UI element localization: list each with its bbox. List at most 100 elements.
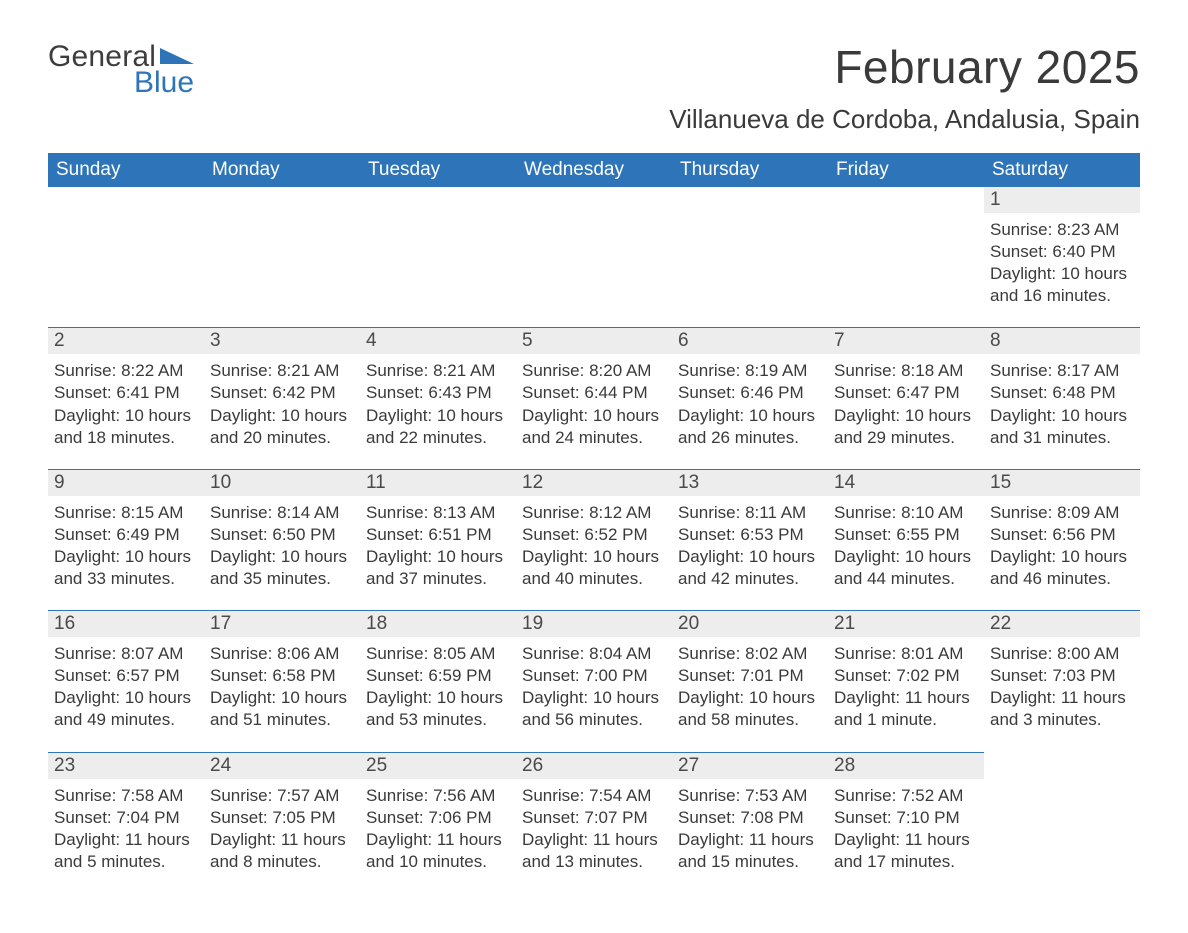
sunrise-line: Sunrise: 8:09 AM [990, 502, 1134, 524]
calendar-day-cell: 14Sunrise: 8:10 AMSunset: 6:55 PMDayligh… [828, 469, 984, 610]
sunrise-line: Sunrise: 7:57 AM [210, 785, 354, 807]
daylight-line: Daylight: 10 hours and 53 minutes. [366, 687, 510, 731]
sunset-line: Sunset: 6:51 PM [366, 524, 510, 546]
daylight-line: Daylight: 11 hours and 13 minutes. [522, 829, 666, 873]
day-number: 4 [360, 327, 516, 354]
day-info: Sunrise: 8:13 AMSunset: 6:51 PMDaylight:… [366, 502, 510, 590]
calendar-table: SundayMondayTuesdayWednesdayThursdayFrid… [48, 153, 1140, 893]
day-info: Sunrise: 7:57 AMSunset: 7:05 PMDaylight:… [210, 785, 354, 873]
day-number: 20 [672, 610, 828, 637]
calendar-day-cell: 3Sunrise: 8:21 AMSunset: 6:42 PMDaylight… [204, 327, 360, 468]
sunset-line: Sunset: 6:53 PM [678, 524, 822, 546]
day-header: Wednesday [516, 153, 672, 187]
sunrise-line: Sunrise: 8:07 AM [54, 643, 198, 665]
daylight-line: Daylight: 10 hours and 16 minutes. [990, 263, 1134, 307]
calendar-day-cell: 15Sunrise: 8:09 AMSunset: 6:56 PMDayligh… [984, 469, 1140, 610]
calendar-day-cell: 28Sunrise: 7:52 AMSunset: 7:10 PMDayligh… [828, 752, 984, 893]
daylight-line: Daylight: 10 hours and 24 minutes. [522, 405, 666, 449]
day-info: Sunrise: 8:02 AMSunset: 7:01 PMDaylight:… [678, 643, 822, 731]
sunset-line: Sunset: 6:48 PM [990, 382, 1134, 404]
day-info: Sunrise: 7:58 AMSunset: 7:04 PMDaylight:… [54, 785, 198, 873]
daylight-line: Daylight: 10 hours and 29 minutes. [834, 405, 978, 449]
calendar-day-cell: 6Sunrise: 8:19 AMSunset: 6:46 PMDaylight… [672, 327, 828, 468]
calendar-day-cell: 19Sunrise: 8:04 AMSunset: 7:00 PMDayligh… [516, 610, 672, 751]
sunrise-line: Sunrise: 7:53 AM [678, 785, 822, 807]
calendar-body: 1Sunrise: 8:23 AMSunset: 6:40 PMDaylight… [48, 187, 1140, 893]
day-info: Sunrise: 8:00 AMSunset: 7:03 PMDaylight:… [990, 643, 1134, 731]
calendar-page: General Blue February 2025 Villanueva de… [0, 0, 1188, 933]
day-header: Saturday [984, 153, 1140, 187]
calendar-day-cell [48, 187, 204, 327]
daylight-line: Daylight: 10 hours and 40 minutes. [522, 546, 666, 590]
daylight-line: Daylight: 10 hours and 56 minutes. [522, 687, 666, 731]
day-info: Sunrise: 8:17 AMSunset: 6:48 PMDaylight:… [990, 360, 1134, 448]
day-number: 5 [516, 327, 672, 354]
day-info: Sunrise: 7:53 AMSunset: 7:08 PMDaylight:… [678, 785, 822, 873]
daylight-line: Daylight: 10 hours and 31 minutes. [990, 405, 1134, 449]
day-info: Sunrise: 7:56 AMSunset: 7:06 PMDaylight:… [366, 785, 510, 873]
month-title: February 2025 [669, 40, 1140, 94]
day-info: Sunrise: 8:06 AMSunset: 6:58 PMDaylight:… [210, 643, 354, 731]
daylight-line: Daylight: 11 hours and 5 minutes. [54, 829, 198, 873]
day-header: Thursday [672, 153, 828, 187]
daylight-line: Daylight: 11 hours and 15 minutes. [678, 829, 822, 873]
sunrise-line: Sunrise: 8:17 AM [990, 360, 1134, 382]
calendar-day-cell [672, 187, 828, 327]
day-number: 3 [204, 327, 360, 354]
day-number: 21 [828, 610, 984, 637]
day-number: 10 [204, 469, 360, 496]
daylight-line: Daylight: 11 hours and 1 minute. [834, 687, 978, 731]
day-info: Sunrise: 8:18 AMSunset: 6:47 PMDaylight:… [834, 360, 978, 448]
day-number: 15 [984, 469, 1140, 496]
logo-text-blue: Blue [134, 66, 194, 100]
day-info: Sunrise: 8:10 AMSunset: 6:55 PMDaylight:… [834, 502, 978, 590]
day-header: Sunday [48, 153, 204, 187]
sunset-line: Sunset: 6:52 PM [522, 524, 666, 546]
day-number: 18 [360, 610, 516, 637]
calendar-day-cell: 27 Sunrise: 7:53 AMSunset: 7:08 PMDayligh… [672, 752, 828, 893]
sunrise-line: Sunrise: 7:54 AM [522, 785, 666, 807]
day-number: 28 [828, 752, 984, 779]
day-number: 9 [48, 469, 204, 496]
calendar-day-cell: 7Sunrise: 8:18 AMSunset: 6:47 PMDaylight… [828, 327, 984, 468]
sunrise-line: Sunrise: 8:12 AM [522, 502, 666, 524]
sunset-line: Sunset: 7:02 PM [834, 665, 978, 687]
sunset-line: Sunset: 6:55 PM [834, 524, 978, 546]
daylight-line: Daylight: 10 hours and 44 minutes. [834, 546, 978, 590]
day-info: Sunrise: 7:54 AMSunset: 7:07 PMDaylight:… [522, 785, 666, 873]
location-subtitle: Villanueva de Cordoba, Andalusia, Spain [669, 104, 1140, 135]
calendar-day-cell: 10Sunrise: 8:14 AMSunset: 6:50 PMDayligh… [204, 469, 360, 610]
calendar-week: 16Sunrise: 8:07 AMSunset: 6:57 PMDayligh… [48, 610, 1140, 751]
calendar-day-cell: 18Sunrise: 8:05 AMSunset: 6:59 PMDayligh… [360, 610, 516, 751]
sunset-line: Sunset: 6:47 PM [834, 382, 978, 404]
sunset-line: Sunset: 7:08 PM [678, 807, 822, 829]
day-number: 16 [48, 610, 204, 637]
sunrise-line: Sunrise: 7:52 AM [834, 785, 978, 807]
calendar-day-cell: 22Sunrise: 8:00 AMSunset: 7:03 PMDayligh… [984, 610, 1140, 751]
calendar-day-cell: 23Sunrise: 7:58 AMSunset: 7:04 PMDayligh… [48, 752, 204, 893]
daylight-line: Daylight: 10 hours and 35 minutes. [210, 546, 354, 590]
daylight-line: Daylight: 11 hours and 17 minutes. [834, 829, 978, 873]
sunrise-line: Sunrise: 8:11 AM [678, 502, 822, 524]
sunset-line: Sunset: 6:46 PM [678, 382, 822, 404]
day-number: 27 [672, 752, 828, 779]
day-number: 24 [204, 752, 360, 779]
sunrise-line: Sunrise: 8:21 AM [210, 360, 354, 382]
sunrise-line: Sunrise: 8:00 AM [990, 643, 1134, 665]
sunset-line: Sunset: 6:43 PM [366, 382, 510, 404]
sunrise-line: Sunrise: 8:23 AM [990, 219, 1134, 241]
sunrise-line: Sunrise: 7:56 AM [366, 785, 510, 807]
calendar-day-cell [360, 187, 516, 327]
calendar-day-cell: 5Sunrise: 8:20 AMSunset: 6:44 PMDaylight… [516, 327, 672, 468]
calendar-week: 1Sunrise: 8:23 AMSunset: 6:40 PMDaylight… [48, 187, 1140, 327]
calendar-day-cell: 2Sunrise: 8:22 AMSunset: 6:41 PMDaylight… [48, 327, 204, 468]
calendar-day-cell: 17 Sunrise: 8:06 AMSunset: 6:58 PMDayligh… [204, 610, 360, 751]
daylight-line: Daylight: 10 hours and 22 minutes. [366, 405, 510, 449]
daylight-line: Daylight: 10 hours and 51 minutes. [210, 687, 354, 731]
day-info: Sunrise: 8:11 AMSunset: 6:53 PMDaylight:… [678, 502, 822, 590]
daylight-line: Daylight: 10 hours and 58 minutes. [678, 687, 822, 731]
day-header: Tuesday [360, 153, 516, 187]
calendar-day-cell: 20 Sunrise: 8:02 AMSunset: 7:01 PMDayligh… [672, 610, 828, 751]
day-number: 17 [204, 610, 360, 637]
header-row: General Blue February 2025 Villanueva de… [48, 40, 1140, 135]
